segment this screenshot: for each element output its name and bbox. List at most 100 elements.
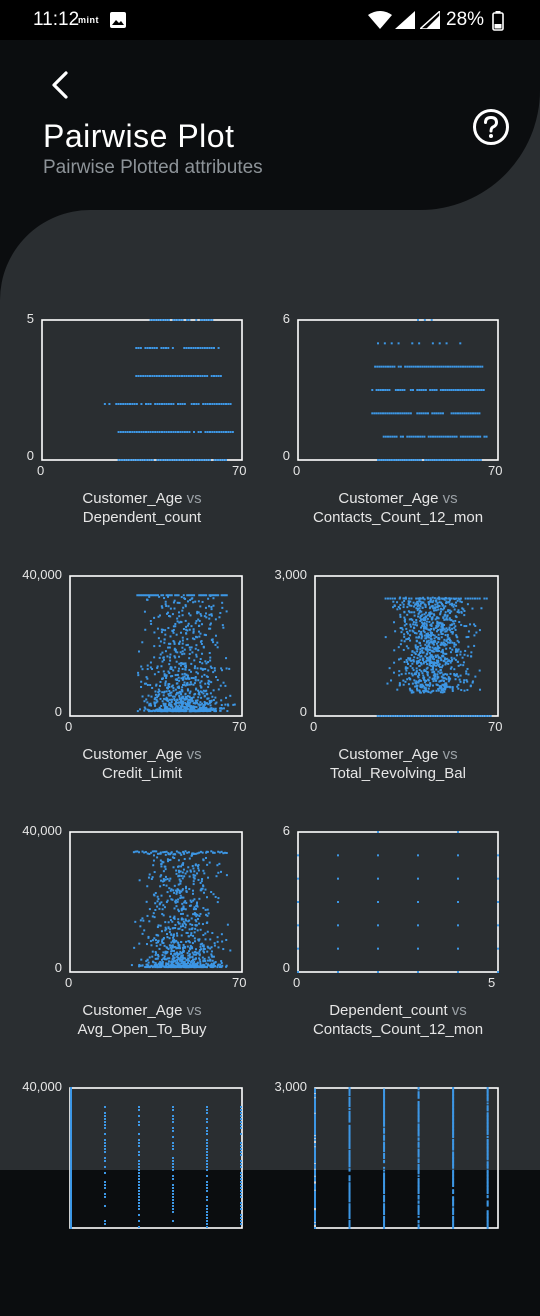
data-point bbox=[463, 679, 466, 682]
data-point bbox=[426, 690, 429, 693]
data-point bbox=[179, 894, 182, 897]
data-point bbox=[399, 627, 402, 630]
data-point bbox=[161, 606, 164, 609]
data-point bbox=[437, 629, 440, 632]
data-point bbox=[397, 342, 400, 345]
data-point bbox=[384, 365, 387, 368]
data-point bbox=[473, 634, 476, 637]
data-point bbox=[156, 900, 159, 903]
data-point bbox=[159, 851, 162, 854]
data-point bbox=[435, 647, 438, 650]
data-point bbox=[70, 1106, 72, 1109]
data-point bbox=[444, 634, 447, 637]
data-point bbox=[181, 689, 184, 692]
data-point bbox=[483, 597, 486, 600]
data-point bbox=[383, 1124, 386, 1127]
data-point bbox=[152, 961, 155, 964]
data-point bbox=[417, 924, 419, 927]
data-point bbox=[415, 647, 418, 650]
data-point bbox=[177, 594, 180, 597]
data-point bbox=[444, 605, 447, 608]
data-point bbox=[70, 1166, 72, 1169]
help-icon[interactable] bbox=[472, 108, 510, 146]
data-point bbox=[201, 942, 204, 945]
data-point bbox=[431, 342, 434, 345]
data-point bbox=[422, 601, 425, 604]
data-point bbox=[465, 670, 468, 673]
data-point bbox=[202, 710, 205, 713]
data-point bbox=[162, 938, 165, 941]
data-point bbox=[164, 878, 167, 881]
data-point bbox=[185, 673, 188, 676]
back-icon[interactable] bbox=[46, 70, 76, 100]
data-point bbox=[417, 1094, 420, 1096]
data-point bbox=[405, 623, 408, 626]
data-point bbox=[218, 862, 221, 865]
data-point bbox=[162, 656, 165, 659]
data-point bbox=[205, 693, 208, 696]
data-point bbox=[193, 906, 196, 909]
data-point bbox=[470, 435, 473, 438]
data-point bbox=[404, 666, 407, 669]
data-point bbox=[429, 682, 432, 685]
data-point bbox=[314, 1143, 316, 1145]
data-point bbox=[167, 611, 170, 614]
data-point bbox=[433, 715, 436, 717]
data-point bbox=[162, 375, 165, 377]
data-point bbox=[181, 636, 184, 639]
data-point bbox=[416, 389, 419, 391]
data-point bbox=[204, 682, 207, 685]
data-point bbox=[158, 907, 161, 910]
data-point bbox=[174, 923, 177, 926]
data-point bbox=[178, 927, 181, 930]
data-point bbox=[174, 648, 177, 651]
data-point bbox=[348, 1203, 351, 1206]
data-point bbox=[486, 1087, 489, 1089]
data-point bbox=[466, 597, 469, 600]
data-point bbox=[205, 896, 208, 899]
data-point bbox=[457, 648, 460, 651]
data-point bbox=[423, 365, 426, 368]
data-point bbox=[179, 709, 182, 712]
data-point bbox=[179, 459, 182, 461]
data-point bbox=[159, 885, 162, 888]
data-point bbox=[424, 687, 427, 690]
data-point bbox=[136, 710, 139, 713]
plot-caption: Dependent_count vs Contacts_Count_12_mon bbox=[273, 1001, 523, 1039]
data-point bbox=[314, 1120, 316, 1123]
data-point bbox=[395, 435, 398, 438]
data-point bbox=[297, 901, 299, 903]
data-point bbox=[160, 863, 163, 866]
data-point bbox=[425, 648, 428, 651]
data-point bbox=[479, 435, 482, 438]
data-point bbox=[164, 853, 167, 856]
data-point bbox=[480, 715, 483, 717]
data-point bbox=[198, 851, 201, 854]
data-point bbox=[477, 365, 479, 368]
data-point bbox=[174, 688, 177, 691]
plot-area bbox=[41, 319, 243, 461]
data-point bbox=[414, 653, 417, 656]
data-point bbox=[203, 964, 206, 967]
data-point bbox=[183, 901, 186, 904]
data-point bbox=[415, 685, 418, 688]
data-point bbox=[383, 1138, 386, 1141]
data-point bbox=[167, 948, 170, 951]
data-point bbox=[70, 1101, 72, 1103]
data-point bbox=[408, 618, 411, 621]
data-point bbox=[471, 680, 474, 683]
data-point bbox=[196, 872, 199, 875]
data-point bbox=[383, 1161, 386, 1164]
data-point bbox=[168, 957, 171, 960]
data-point bbox=[214, 634, 217, 637]
data-point bbox=[154, 690, 157, 693]
data-point bbox=[486, 1127, 489, 1130]
data-point bbox=[200, 642, 203, 645]
data-point bbox=[452, 1113, 455, 1116]
data-point bbox=[139, 347, 142, 349]
data-point bbox=[417, 1204, 420, 1207]
data-point bbox=[199, 912, 202, 915]
data-point bbox=[455, 634, 458, 637]
data-point bbox=[173, 697, 176, 700]
data-point bbox=[381, 715, 384, 717]
